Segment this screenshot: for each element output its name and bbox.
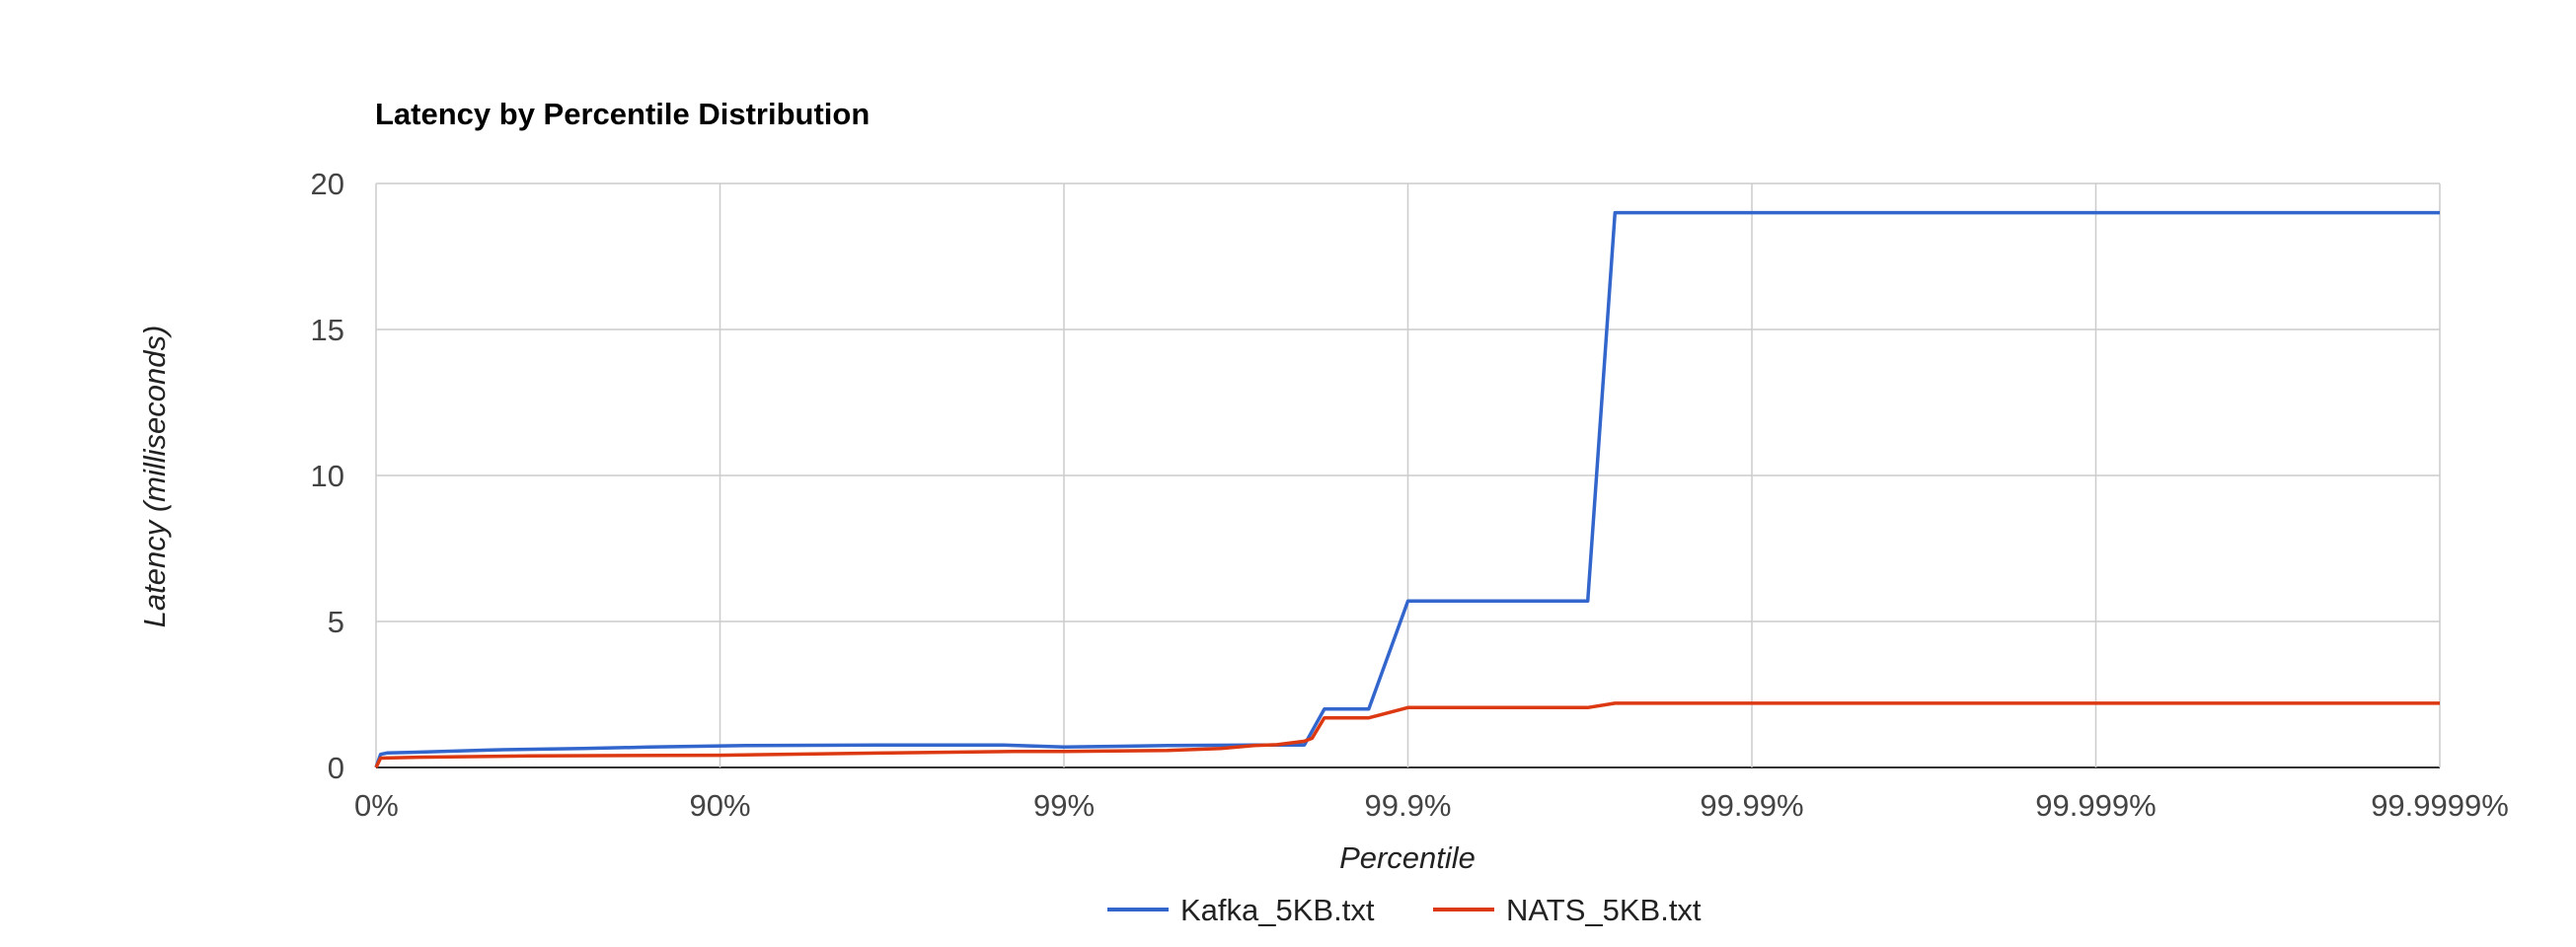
y-tick-label: 15 [311, 313, 344, 347]
legend: Kafka_5KB.txt NATS_5KB.txt [1107, 893, 1702, 927]
y-tick-label: 20 [311, 167, 344, 201]
chart-title: Latency by Percentile Distribution [375, 97, 870, 131]
y-tick-label: 5 [328, 605, 344, 639]
x-axis-ticks: 0% 90% 99% 99.9% 99.99% 99.999% 99.9999% [354, 788, 2509, 823]
grid-lines [375, 182, 2441, 768]
y-axis-label: Latency (milliseconds) [137, 326, 172, 628]
y-tick-label: 0 [328, 751, 344, 785]
legend-label: NATS_5KB.txt [1506, 893, 1702, 927]
x-tick-label: 0% [354, 788, 399, 823]
series-line-1 [374, 210, 2440, 768]
x-tick-label: 99% [1033, 788, 1095, 823]
x-tick-label: 99.9999% [2371, 788, 2509, 823]
x-tick-label: 90% [689, 788, 750, 823]
x-axis-label: Percentile [1339, 840, 1476, 875]
x-tick-label: 99.99% [1700, 788, 1803, 823]
y-axis-ticks: 0 5 10 15 20 [311, 167, 344, 785]
series-lines [374, 210, 2440, 768]
legend-label: Kafka_5KB.txt [1180, 893, 1375, 927]
y-tick-label: 10 [311, 459, 344, 493]
x-tick-label: 99.999% [2035, 788, 2156, 823]
series-line-2 [374, 701, 2440, 768]
x-tick-label: 99.9% [1365, 788, 1452, 823]
